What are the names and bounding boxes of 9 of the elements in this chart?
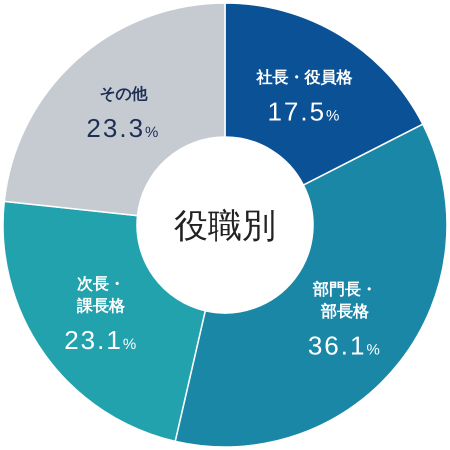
data-label: 36.1% (308, 330, 382, 361)
slice-label: 社長・役員格 (255, 68, 354, 86)
text: 役職別 (174, 207, 276, 245)
slice-label: その他 (99, 84, 148, 103)
data-label: 23.1% (64, 325, 138, 356)
slice-label: 部門長・部長格 (312, 280, 377, 321)
data-label: 17.5% (267, 96, 342, 126)
data-label: 23.3% (86, 112, 160, 143)
slice-label: 次長・課長格 (76, 275, 126, 316)
